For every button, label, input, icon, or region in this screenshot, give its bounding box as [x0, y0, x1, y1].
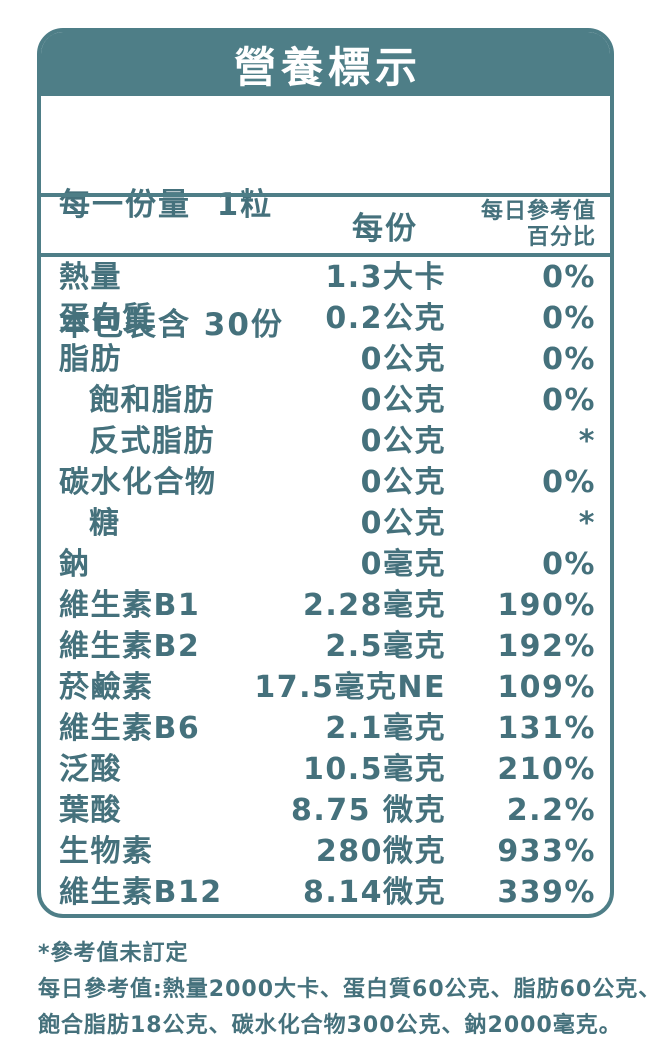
- table-row: 脂肪 0公克 0%: [41, 339, 610, 380]
- nutrient-amount: 2.1毫克: [325, 711, 446, 746]
- servings-per-package-line: 本包裝含 30份: [59, 307, 284, 343]
- nutrient-amount: 0.2公克: [325, 301, 446, 336]
- nutrient-amount: 17.5毫克NE: [254, 670, 446, 705]
- separator-top: [41, 193, 610, 197]
- table-row: 鈉 0毫克 0%: [41, 544, 610, 585]
- col-header-daily-reference-line2: 百分比: [526, 225, 596, 250]
- nutrient-amount: 0公克: [360, 424, 446, 459]
- nutrient-amount: 0毫克: [360, 547, 446, 582]
- nutrient-name: 泛酸: [59, 752, 122, 787]
- nutrient-daily-percent: 190%: [497, 588, 596, 623]
- table-row: 反式脂肪 0公克 *: [41, 421, 610, 462]
- table-row: 維生素B1 2.28毫克 190%: [41, 585, 610, 626]
- nutrient-name: 葉酸: [59, 793, 122, 828]
- footnote-daily-reference-line1: 每日參考值:熱量2000大卡、蛋白質60公克、脂肪60公克、: [38, 977, 650, 1002]
- label-title-band: 營養標示: [41, 32, 610, 96]
- nutrient-daily-percent: 0%: [542, 342, 596, 377]
- nutrient-amount: 8.75 微克: [291, 793, 446, 828]
- nutrient-amount: 10.5毫克: [302, 752, 446, 787]
- col-header-per-serving: 每份: [352, 210, 418, 247]
- nutrient-name: 碳水化合物: [59, 465, 217, 500]
- nutrient-amount: 2.5毫克: [325, 629, 446, 664]
- nutrient-name: 飽和脂肪: [89, 383, 215, 418]
- nutrient-daily-percent: 2.2%: [506, 793, 596, 828]
- nutrient-daily-percent: 192%: [497, 629, 596, 664]
- nutrient-amount: 2.28毫克: [302, 588, 446, 623]
- table-row: 菸鹼素 17.5毫克NE 109%: [41, 667, 610, 708]
- table-header-row: 每份 每日參考值 百分比: [41, 197, 610, 253]
- nutrient-amount: 8.14微克: [302, 875, 446, 910]
- col-header-daily-reference: 每日參考值 百分比: [446, 199, 596, 251]
- nutrient-name: 維生素B2: [59, 629, 201, 664]
- label-title: 營養標示: [233, 42, 422, 92]
- nutrient-daily-percent: 131%: [497, 711, 596, 746]
- separator-header: [41, 253, 610, 257]
- footnotes: *參考值未訂定 每日參考值:熱量2000大卡、蛋白質60公克、脂肪60公克、 飽…: [38, 936, 650, 1044]
- nutrient-name: 維生素B6: [59, 711, 201, 746]
- nutrient-name: 維生素B1: [59, 588, 201, 623]
- table-row: 蛋白質 0.2公克 0%: [41, 298, 610, 339]
- table-row: 葉酸 8.75 微克 2.2%: [41, 790, 610, 831]
- nutrient-daily-percent: *: [578, 424, 596, 459]
- nutrient-daily-percent: 109%: [497, 670, 596, 705]
- table-row: 生物素 280微克 933%: [41, 831, 610, 872]
- nutrient-daily-percent: 0%: [542, 260, 596, 295]
- nutrient-daily-percent: 933%: [497, 834, 596, 869]
- nutrient-amount: 0公克: [360, 383, 446, 418]
- table-row: 飽和脂肪 0公克 0%: [41, 380, 610, 421]
- table-row: 糖 0公克 *: [41, 503, 610, 544]
- nutrient-name: 反式脂肪: [89, 424, 215, 459]
- table-row: 泛酸 10.5毫克 210%: [41, 749, 610, 790]
- nutrient-amount: 0公克: [360, 342, 446, 377]
- footnote-reference-undefined: *參考值未訂定: [38, 941, 189, 966]
- table-row: 維生素B12 8.14微克 339%: [41, 872, 610, 913]
- nutrient-amount: 280微克: [315, 834, 446, 869]
- nutrient-name: 蛋白質: [59, 301, 154, 336]
- nutrient-amount: 0公克: [360, 465, 446, 500]
- table-row: 維生素B6 2.1毫克 131%: [41, 708, 610, 749]
- nutrient-amount: 0公克: [360, 506, 446, 541]
- table-row: 熱量 1.3大卡 0%: [41, 257, 610, 298]
- nutrient-name: 脂肪: [59, 342, 122, 377]
- nutrient-name: 生物素: [59, 834, 154, 869]
- nutrient-daily-percent: 339%: [497, 875, 596, 910]
- nutrient-name: 糖: [89, 506, 121, 541]
- nutrient-daily-percent: 0%: [542, 301, 596, 336]
- nutrition-label-box: 營養標示 每一份量 1粒 本包裝含 30份 每份 每日參考值 百分比 熱量 1.…: [37, 28, 614, 918]
- nutrient-daily-percent: 0%: [542, 465, 596, 500]
- nutrient-name: 熱量: [59, 260, 122, 295]
- nutrient-name: 鈉: [59, 547, 91, 582]
- col-header-daily-reference-line1: 每日參考值: [480, 199, 596, 224]
- nutrient-daily-percent: 0%: [542, 547, 596, 582]
- nutrition-rows: 熱量 1.3大卡 0% 蛋白質 0.2公克 0% 脂肪 0公克 0% 飽和脂肪 …: [41, 257, 610, 914]
- table-row: 維生素B2 2.5毫克 192%: [41, 626, 610, 667]
- nutrient-daily-percent: *: [578, 506, 596, 541]
- nutrient-daily-percent: 210%: [497, 752, 596, 787]
- nutrient-daily-percent: 0%: [542, 383, 596, 418]
- table-row: 碳水化合物 0公克 0%: [41, 462, 610, 503]
- nutrient-amount: 1.3大卡: [325, 260, 446, 295]
- serving-info: 每一份量 1粒 本包裝含 30份: [41, 96, 610, 343]
- nutrient-name: 維生素B12: [59, 875, 223, 910]
- footnote-daily-reference-line2: 飽合脂肪18公克、碳水化合物300公克、鈉2000毫克。: [38, 1013, 622, 1038]
- nutrient-name: 菸鹼素: [59, 670, 154, 705]
